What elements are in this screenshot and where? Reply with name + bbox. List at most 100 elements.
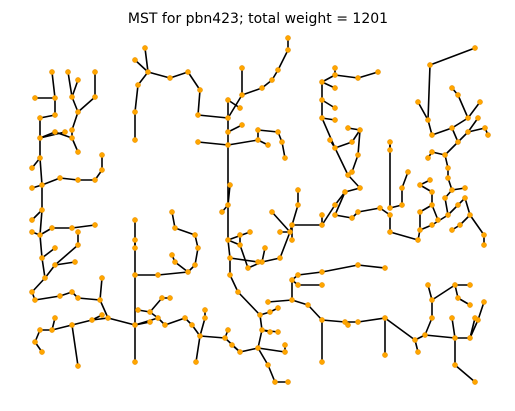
mst-node	[415, 349, 421, 355]
mst-edge	[389, 231, 419, 241]
mst-node	[399, 185, 405, 191]
mst-node	[377, 205, 383, 211]
mst-edge	[444, 141, 459, 156]
mst-node	[169, 209, 175, 215]
mst-node	[75, 363, 81, 369]
mst-edge	[39, 157, 43, 186]
mst-node	[332, 202, 338, 208]
mst-edge	[51, 324, 73, 331]
mst-node	[449, 85, 455, 91]
mst-node	[259, 85, 265, 91]
mst-node	[455, 139, 461, 145]
mst-node	[105, 315, 111, 321]
mst-node	[92, 222, 98, 228]
mst-node	[332, 105, 338, 111]
mst-node	[265, 142, 271, 148]
mst-node	[282, 342, 288, 348]
mst-edge	[257, 329, 263, 349]
mst-node	[42, 275, 48, 281]
mst-edge	[267, 364, 276, 383]
mst-node	[275, 305, 281, 311]
mst-node	[169, 252, 175, 258]
mst-edge	[357, 264, 386, 269]
mst-edge	[107, 317, 136, 326]
mst-node	[275, 329, 281, 335]
mst-node	[445, 165, 451, 171]
mst-node	[269, 209, 275, 215]
mst-node	[75, 109, 81, 115]
mst-node	[425, 282, 431, 288]
mst-node	[445, 175, 451, 181]
mst-edge	[197, 141, 229, 146]
mst-node	[332, 72, 338, 78]
mst-node	[449, 187, 455, 193]
mst-node	[319, 222, 325, 228]
mst-node	[32, 95, 38, 101]
mst-edge	[34, 295, 61, 301]
mst-node	[52, 315, 58, 321]
mst-node	[357, 185, 363, 191]
mst-node	[355, 75, 361, 81]
mst-node	[442, 195, 448, 201]
mst-edge	[41, 257, 46, 279]
mst-node	[452, 335, 458, 341]
mst-node	[225, 202, 231, 208]
mst-node	[417, 182, 423, 188]
mst-node	[445, 212, 451, 218]
mst-edge	[199, 335, 226, 339]
mst-node	[65, 69, 71, 75]
mst-node	[262, 245, 268, 251]
mst-node	[477, 99, 483, 105]
mst-node	[239, 65, 245, 71]
mst-node	[289, 277, 295, 283]
mst-edge	[99, 277, 103, 301]
mst-node	[399, 202, 405, 208]
mst-node	[429, 149, 435, 155]
mst-node	[235, 289, 241, 295]
mst-node	[69, 322, 75, 328]
mst-node	[237, 105, 243, 111]
mst-node	[132, 322, 138, 328]
mst-node	[382, 265, 388, 271]
mst-node	[195, 245, 201, 251]
mst-node	[332, 65, 338, 71]
mst-node	[452, 362, 458, 368]
mst-node	[29, 229, 35, 235]
mst-edge	[59, 177, 79, 181]
mst-node	[32, 297, 38, 303]
mst-node	[415, 99, 421, 105]
mst-node	[327, 137, 333, 143]
mst-node	[132, 245, 138, 251]
mst-edge	[199, 317, 206, 337]
mst-node	[155, 272, 161, 278]
mst-edge	[237, 291, 261, 316]
mst-edge	[431, 284, 456, 301]
mst-node	[132, 109, 138, 115]
mst-node	[355, 152, 361, 158]
mst-edge	[229, 257, 259, 263]
mst-edge	[477, 301, 485, 321]
mst-node	[279, 139, 285, 145]
mst-node	[265, 362, 271, 368]
mst-node	[425, 155, 431, 161]
mst-node	[319, 269, 325, 275]
mst-node	[415, 237, 421, 243]
mst-edge	[267, 299, 293, 303]
mst-edge	[197, 89, 201, 116]
mst-edge	[71, 111, 79, 131]
mst-node	[92, 94, 98, 100]
mst-node	[275, 129, 281, 135]
mst-edge	[257, 347, 269, 366]
mst-edge	[71, 224, 96, 229]
mst-node	[295, 187, 301, 193]
mst-node	[289, 222, 295, 228]
mst-node	[382, 315, 388, 321]
mst-edge	[169, 71, 189, 79]
mst-edge	[71, 319, 93, 326]
mst-node	[132, 137, 138, 143]
mst-node	[295, 282, 301, 288]
mst-edge	[334, 74, 359, 79]
mst-edge	[279, 231, 291, 259]
mst-node	[52, 95, 58, 101]
mst-node	[185, 269, 191, 275]
